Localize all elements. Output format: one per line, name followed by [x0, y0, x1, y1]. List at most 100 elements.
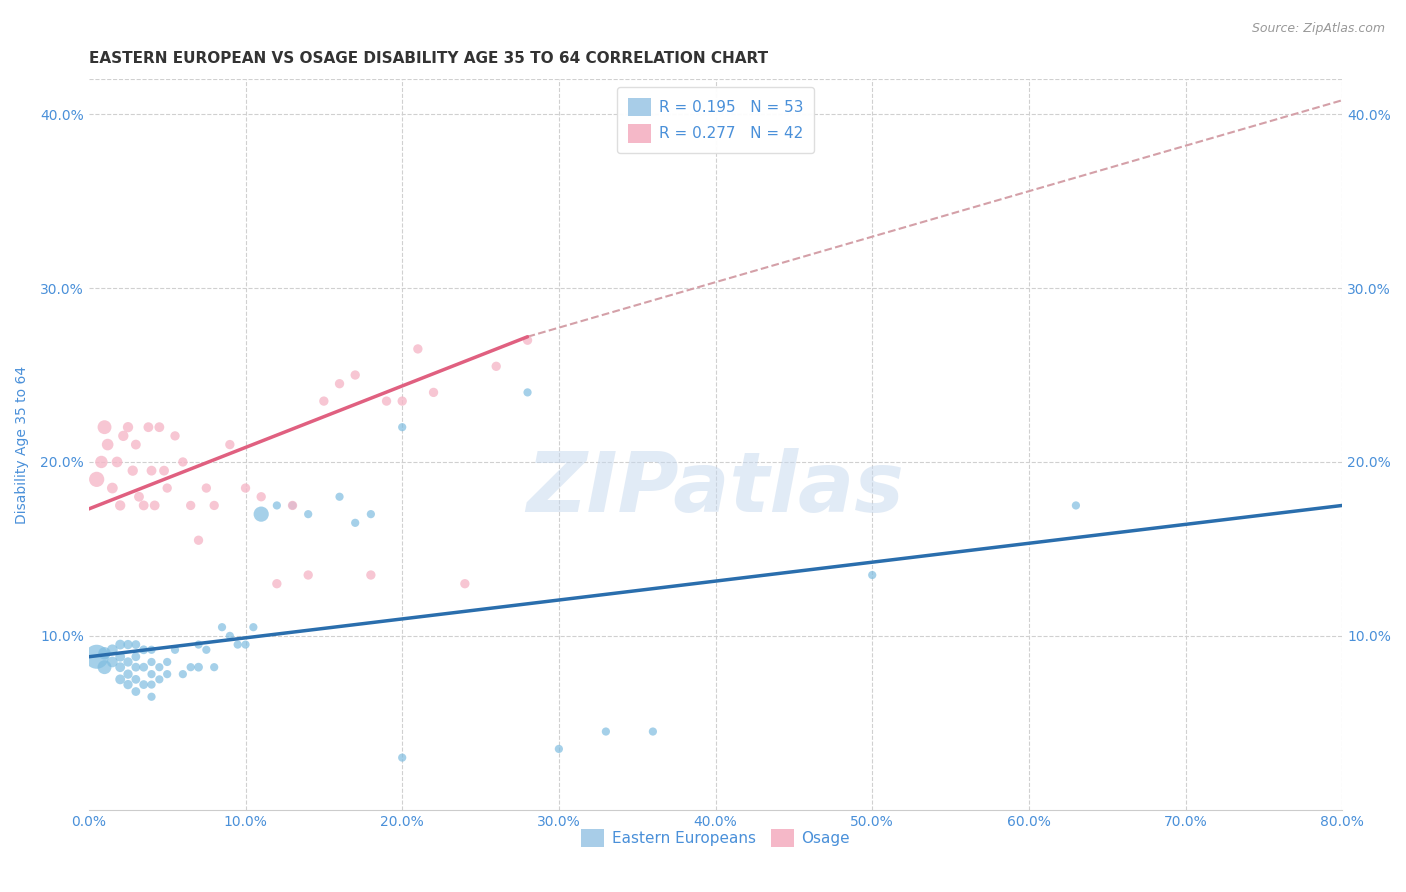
Point	[202, 660, 225, 674]
Point	[117, 677, 139, 691]
Point	[406, 342, 429, 356]
Point	[132, 499, 155, 513]
Point	[132, 642, 155, 657]
Point	[163, 642, 186, 657]
Point	[266, 576, 288, 591]
Point	[422, 385, 444, 400]
Point	[148, 660, 170, 674]
Point	[328, 490, 350, 504]
Point	[101, 481, 124, 495]
Point	[391, 394, 413, 409]
Point	[218, 437, 240, 451]
Point	[156, 667, 179, 681]
Point	[595, 724, 617, 739]
Point	[125, 673, 148, 687]
Point	[156, 655, 179, 669]
Point	[93, 420, 115, 434]
Point	[121, 464, 143, 478]
Point	[156, 481, 179, 495]
Point	[108, 660, 131, 674]
Point	[235, 481, 257, 495]
Point	[235, 638, 257, 652]
Point	[375, 394, 398, 409]
Point	[242, 620, 264, 634]
Point	[180, 660, 202, 674]
Point	[93, 660, 115, 674]
Text: ZIPatlas: ZIPatlas	[527, 448, 904, 529]
Point	[641, 724, 664, 739]
Point	[101, 655, 124, 669]
Point	[125, 638, 148, 652]
Point	[143, 499, 166, 513]
Point	[141, 655, 163, 669]
Point	[108, 638, 131, 652]
Point	[266, 499, 288, 513]
Point	[86, 649, 108, 664]
Point	[108, 499, 131, 513]
Point	[172, 667, 194, 681]
Point	[153, 464, 176, 478]
Point	[1064, 499, 1087, 513]
Point	[195, 642, 218, 657]
Point	[187, 660, 209, 674]
Point	[117, 638, 139, 652]
Point	[108, 673, 131, 687]
Point	[93, 646, 115, 660]
Point	[148, 420, 170, 434]
Point	[141, 677, 163, 691]
Point	[108, 649, 131, 664]
Point	[202, 499, 225, 513]
Point	[226, 638, 249, 652]
Point	[218, 629, 240, 643]
Point	[105, 455, 128, 469]
Point	[516, 385, 538, 400]
Point	[138, 420, 160, 434]
Point	[297, 507, 319, 521]
Point	[281, 499, 304, 513]
Point	[360, 568, 382, 582]
Point	[860, 568, 883, 582]
Point	[180, 499, 202, 513]
Point	[312, 394, 335, 409]
Point	[187, 638, 209, 652]
Point	[250, 507, 273, 521]
Point	[86, 472, 108, 486]
Point	[391, 420, 413, 434]
Point	[148, 673, 170, 687]
Point	[101, 642, 124, 657]
Point	[125, 684, 148, 698]
Text: EASTERN EUROPEAN VS OSAGE DISABILITY AGE 35 TO 64 CORRELATION CHART: EASTERN EUROPEAN VS OSAGE DISABILITY AGE…	[89, 51, 768, 66]
Point	[172, 455, 194, 469]
Point	[328, 376, 350, 391]
Point	[141, 667, 163, 681]
Text: Source: ZipAtlas.com: Source: ZipAtlas.com	[1251, 22, 1385, 36]
Point	[454, 576, 477, 591]
Point	[485, 359, 508, 374]
Point	[141, 464, 163, 478]
Point	[125, 660, 148, 674]
Point	[128, 490, 150, 504]
Y-axis label: Disability Age 35 to 64: Disability Age 35 to 64	[15, 366, 30, 524]
Point	[141, 690, 163, 704]
Point	[112, 429, 135, 443]
Point	[547, 742, 569, 756]
Point	[391, 750, 413, 764]
Legend: Eastern Europeans, Osage: Eastern Europeans, Osage	[575, 822, 856, 854]
Point	[132, 677, 155, 691]
Point	[516, 333, 538, 347]
Point	[344, 368, 367, 382]
Point	[195, 481, 218, 495]
Point	[90, 455, 112, 469]
Point	[187, 533, 209, 548]
Point	[250, 490, 273, 504]
Point	[125, 437, 148, 451]
Point	[132, 660, 155, 674]
Point	[117, 667, 139, 681]
Point	[211, 620, 233, 634]
Point	[117, 655, 139, 669]
Point	[141, 642, 163, 657]
Point	[281, 499, 304, 513]
Point	[125, 649, 148, 664]
Point	[344, 516, 367, 530]
Point	[297, 568, 319, 582]
